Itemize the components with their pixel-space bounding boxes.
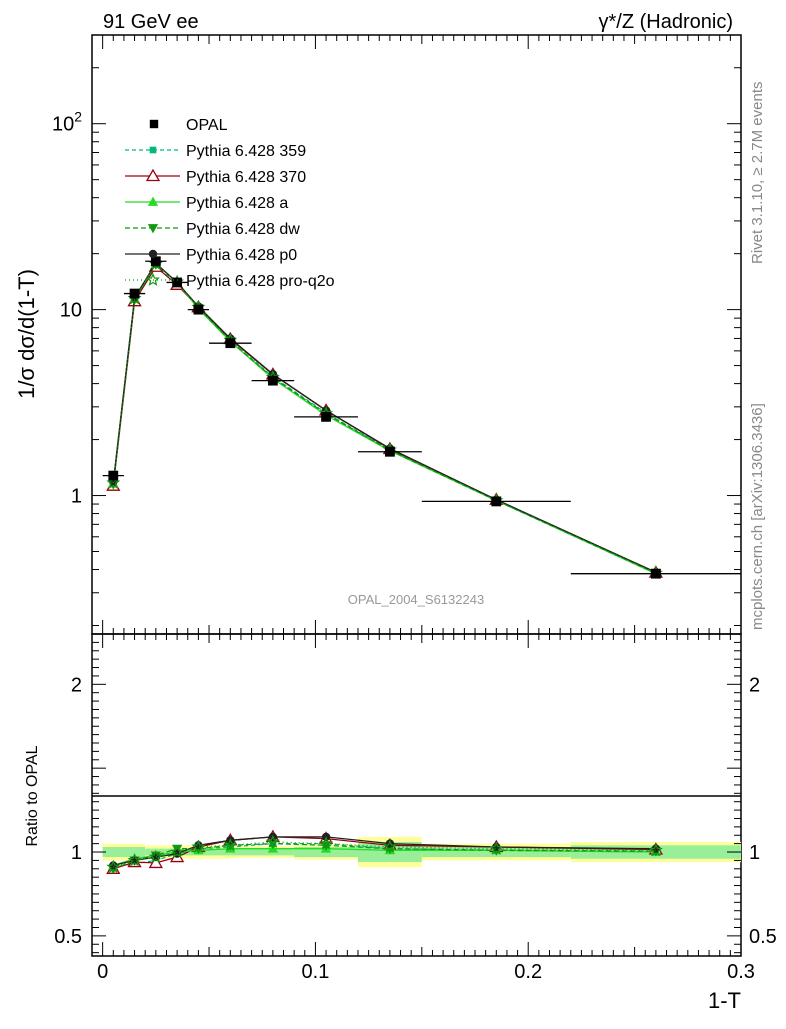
- series-marker-ratio: [223, 838, 238, 852]
- ratio-y-tick-label: 1: [749, 842, 760, 864]
- y-axis-label-ratio: Ratio to OPAL: [24, 745, 41, 846]
- legend-marker: [147, 224, 159, 234]
- data-point: [385, 446, 395, 457]
- series-marker-ratio: [106, 859, 121, 873]
- series-marker-ratio: [382, 839, 397, 853]
- y-tick-label: 1: [71, 486, 82, 508]
- series-4: [109, 258, 661, 870]
- series-marker-ratio: [648, 843, 663, 857]
- series-2: [108, 258, 661, 870]
- title-left: 91 GeV ee: [103, 11, 199, 33]
- legend-marker: [148, 249, 158, 259]
- legend-label: Pythia 6.428 pro-q2o: [186, 273, 335, 290]
- stat-uncertainty-band: [102, 846, 146, 858]
- data-point: [321, 411, 331, 422]
- analysis-id: OPAL_2004_S6132243: [348, 592, 484, 607]
- legend-label: Pythia 6.428 p0: [186, 247, 297, 264]
- legend-marker: [149, 119, 159, 129]
- legend-label: Pythia 6.428 359: [186, 143, 306, 160]
- data-point: [193, 304, 204, 315]
- x-axis-label: 1-T: [708, 988, 741, 1013]
- series-marker-main: [106, 475, 121, 489]
- series-marker-ratio: [385, 839, 395, 848]
- legend-label: Pythia 6.428 370: [186, 169, 306, 186]
- series-marker-ratio: [265, 834, 280, 848]
- stat-uncertainty-band: [230, 848, 295, 856]
- legend-marker: [146, 272, 160, 286]
- data-point: [650, 568, 661, 579]
- axis-ticks: 0 0.1 0.2 0.3 1 10 102 0.5 0.5 1 1 2 2: [52, 34, 777, 983]
- data-points: [102, 256, 741, 579]
- legend-label: Pythia 6.428 dw: [186, 221, 300, 238]
- legend-label: OPAL: [186, 117, 228, 134]
- series-marker-ratio: [170, 844, 185, 858]
- legend: OPAL Pythia 6.428 359 Pythia 6.428 370 Pyth…: [125, 117, 335, 290]
- ratio-y-tick-label: 0.5: [749, 926, 777, 948]
- legend-label: Pythia 6.428 a: [186, 195, 288, 212]
- data-point: [129, 288, 140, 299]
- data-point: [225, 338, 236, 349]
- legend-marker: [147, 196, 159, 206]
- series-marker-ratio: [148, 849, 163, 863]
- series-marker-ratio: [319, 836, 334, 850]
- series-3: [108, 260, 661, 875]
- ratio-y-tick-label: 2: [71, 674, 82, 696]
- series-5: [106, 256, 663, 873]
- series-0: [109, 262, 660, 871]
- series-marker-ratio: [489, 841, 504, 855]
- ratio-y-tick-label: 1: [71, 842, 82, 864]
- ratio-y-tick-label: 2: [749, 674, 760, 696]
- x-tick-label: 0.1: [302, 961, 330, 983]
- mcplots-label: mcplots.cern.ch [arXiv:1306.3436]: [749, 403, 766, 630]
- data-point: [491, 496, 502, 507]
- x-tick-label: 0.2: [514, 961, 542, 983]
- ratio-plot-frame: [91, 633, 742, 957]
- x-tick-label: 0.3: [727, 961, 755, 983]
- ratio-y-tick-label: 0.5: [54, 926, 82, 948]
- series-marker-ratio: [127, 853, 142, 867]
- legend-marker: [145, 168, 161, 182]
- y-axis-label-main: 1/σ dσ/d(1-T): [14, 269, 39, 399]
- data-point: [172, 277, 183, 288]
- y-tick-label: 10: [60, 300, 82, 322]
- series-marker-ratio: [172, 844, 183, 855]
- series-layer: [106, 256, 664, 875]
- series-line-ratio: [113, 841, 656, 868]
- data-point: [108, 470, 119, 481]
- rivet-label: Rivet 3.1.10, ≥ 2.7M events: [749, 82, 766, 265]
- data-point: [150, 256, 161, 267]
- title-right: γ*/Z (Hadronic): [599, 11, 733, 33]
- y-tick-label: 102: [52, 109, 82, 136]
- legend-marker: [149, 146, 157, 154]
- x-tick-label: 0: [97, 961, 108, 983]
- series-1: [106, 259, 664, 874]
- data-point: [267, 375, 278, 386]
- series-marker-ratio: [191, 839, 206, 853]
